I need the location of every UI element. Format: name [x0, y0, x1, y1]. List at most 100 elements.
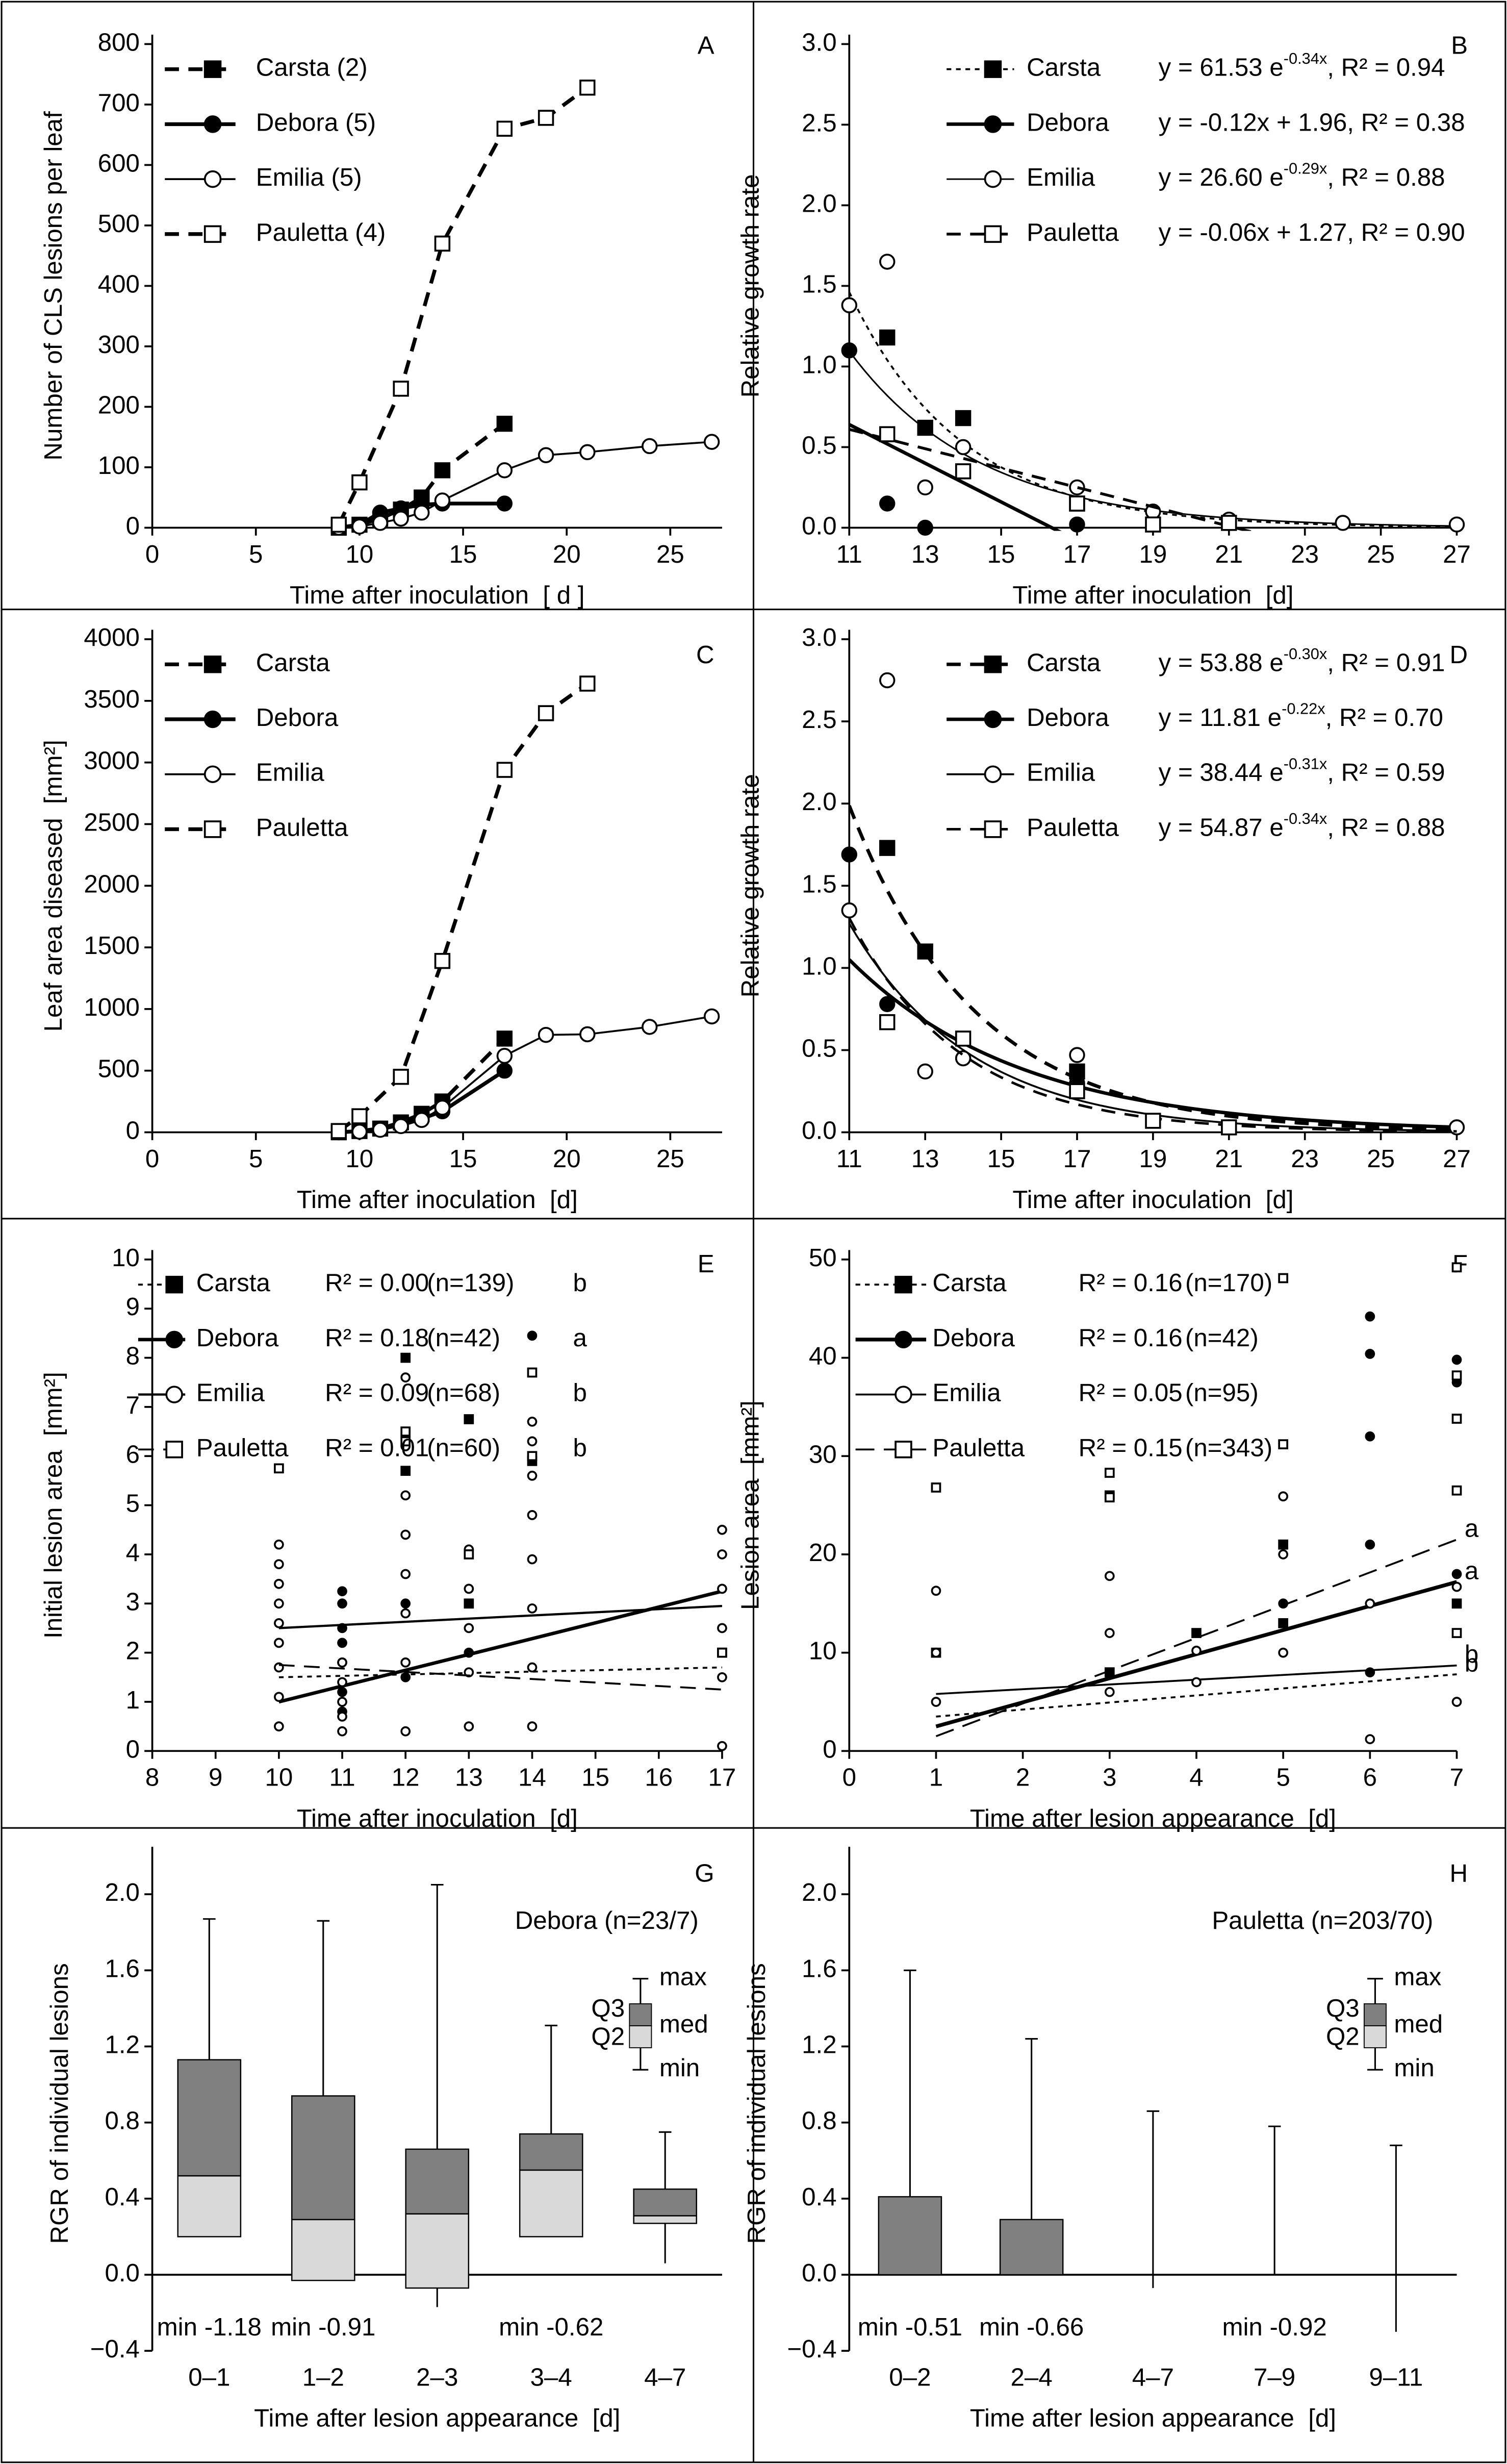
y-tick-label: 500 — [98, 210, 140, 238]
equation-part: , R² = 0.70 — [1325, 703, 1443, 732]
r-squared: R² = 0.16 — [1079, 1269, 1183, 1297]
sample-size: (n=139) — [427, 1269, 514, 1297]
marker — [400, 1466, 411, 1476]
y-axis-label: RGR of individual lesions — [45, 1963, 73, 2244]
y-axis-label: RGR of individual lesions — [743, 1963, 771, 2244]
marker — [1365, 1311, 1375, 1322]
min-label: min -0.91 — [271, 2313, 375, 2341]
marker — [527, 1554, 538, 1565]
y-tick-label: 800 — [98, 28, 140, 56]
marker — [400, 1569, 411, 1579]
marker — [203, 765, 222, 783]
y-axis-label: Relative growth rate — [736, 774, 764, 997]
legend-label: Pauletta — [932, 1434, 1025, 1462]
key-upper — [629, 2003, 652, 2026]
marker — [717, 1623, 727, 1633]
marker — [1451, 1697, 1462, 1707]
marker — [955, 439, 972, 456]
marker — [917, 1063, 933, 1080]
equation-part: y = -0.12x + 1.96, R² = 0.38 — [1159, 108, 1465, 136]
marker — [841, 342, 857, 359]
x-tick-label: 5 — [1276, 1764, 1290, 1792]
marker — [372, 1122, 389, 1138]
legend-label: Debora — [1027, 108, 1109, 136]
min-label: min -0.66 — [979, 2313, 1084, 2341]
group-label: a — [573, 1324, 588, 1352]
marker — [879, 426, 896, 442]
x-tick-label: 11 — [836, 540, 862, 568]
x-tick-label: 27 — [1443, 1145, 1471, 1173]
marker — [1069, 1047, 1085, 1063]
y-tick-label: 2.0 — [802, 1878, 836, 1906]
marker — [1365, 1431, 1375, 1442]
marker — [496, 415, 513, 432]
fit-curve — [849, 428, 1254, 531]
x-tick-label: 14 — [518, 1764, 546, 1792]
panel-title: Pauletta (n=203/70) — [1212, 1906, 1433, 1934]
fit-curve — [849, 958, 1457, 1129]
x-tick-label: 23 — [1291, 1145, 1319, 1173]
x-tick-label: 17 — [1063, 1145, 1091, 1173]
marker — [274, 1463, 284, 1474]
marker — [955, 1050, 972, 1067]
r-squared: R² = 0.00 — [325, 1269, 429, 1297]
x-axis-label: Time after lesion appearance [d] — [970, 2404, 1336, 2432]
y-tick-label: 400 — [98, 270, 140, 298]
marker — [372, 515, 389, 531]
marker — [1278, 1539, 1288, 1550]
x-tick-label: 21 — [1215, 540, 1243, 568]
marker — [337, 1726, 347, 1737]
marker — [400, 1598, 411, 1609]
marker — [496, 1048, 513, 1064]
legend-label: Pauletta — [196, 1434, 289, 1462]
y-tick-label: 0.0 — [802, 2259, 836, 2287]
legend-label: Emilia (5) — [256, 163, 362, 191]
x-axis-label: Time after inoculation [d] — [1012, 581, 1293, 609]
legend-label: Carsta (2) — [256, 54, 368, 82]
r-squared: R² = 0.05 — [1079, 1379, 1183, 1407]
key-label: Q2 — [591, 2023, 625, 2051]
y-tick-label: 30 — [809, 1440, 837, 1468]
x-tick-label: 6 — [1363, 1764, 1377, 1792]
min-label: min -1.18 — [157, 2313, 262, 2341]
x-tick-label: 25 — [656, 1145, 684, 1173]
y-tick-label: 2.0 — [802, 788, 836, 816]
equation-part: -0.34x — [1284, 810, 1327, 827]
marker — [1145, 1113, 1161, 1129]
marker — [1451, 1414, 1462, 1424]
marker — [879, 840, 896, 856]
y-tick-label: 3500 — [84, 685, 140, 713]
marker — [895, 1330, 912, 1349]
marker — [1278, 1647, 1288, 1658]
y-axis-label: Lesion area [mm²] — [736, 1400, 764, 1610]
marker — [579, 80, 596, 96]
equation-part: , R² = 0.94 — [1327, 54, 1445, 82]
key-label: min — [1394, 2054, 1434, 2082]
marker — [579, 1026, 596, 1043]
x-tick-label: 1 — [929, 1764, 943, 1792]
marker — [496, 462, 513, 479]
marker — [393, 1118, 409, 1135]
y-tick-label: 4 — [126, 1539, 140, 1567]
marker — [984, 60, 1002, 78]
key-label: min — [659, 2054, 700, 2082]
y-tick-label: 0 — [823, 1735, 836, 1763]
marker — [955, 410, 972, 426]
marker — [1278, 1491, 1288, 1502]
y-tick-label: 700 — [98, 89, 140, 117]
y-tick-label: 5 — [126, 1490, 140, 1518]
marker — [879, 996, 896, 1012]
min-label: min -0.51 — [858, 2313, 962, 2341]
legend-label: Carsta — [256, 648, 330, 676]
legend-label: Pauletta — [1027, 813, 1119, 841]
y-tick-label: 1.5 — [802, 870, 836, 898]
marker — [400, 1426, 411, 1437]
y-tick-label: 0.5 — [802, 431, 836, 459]
equation: y = 11.81 e-0.22x, R² = 0.70 — [1159, 700, 1443, 732]
marker — [496, 495, 513, 512]
group-label: b — [1465, 1649, 1478, 1677]
legend-label: Carsta — [196, 1269, 271, 1297]
marker — [1069, 495, 1085, 512]
fit-line — [278, 1604, 723, 1629]
